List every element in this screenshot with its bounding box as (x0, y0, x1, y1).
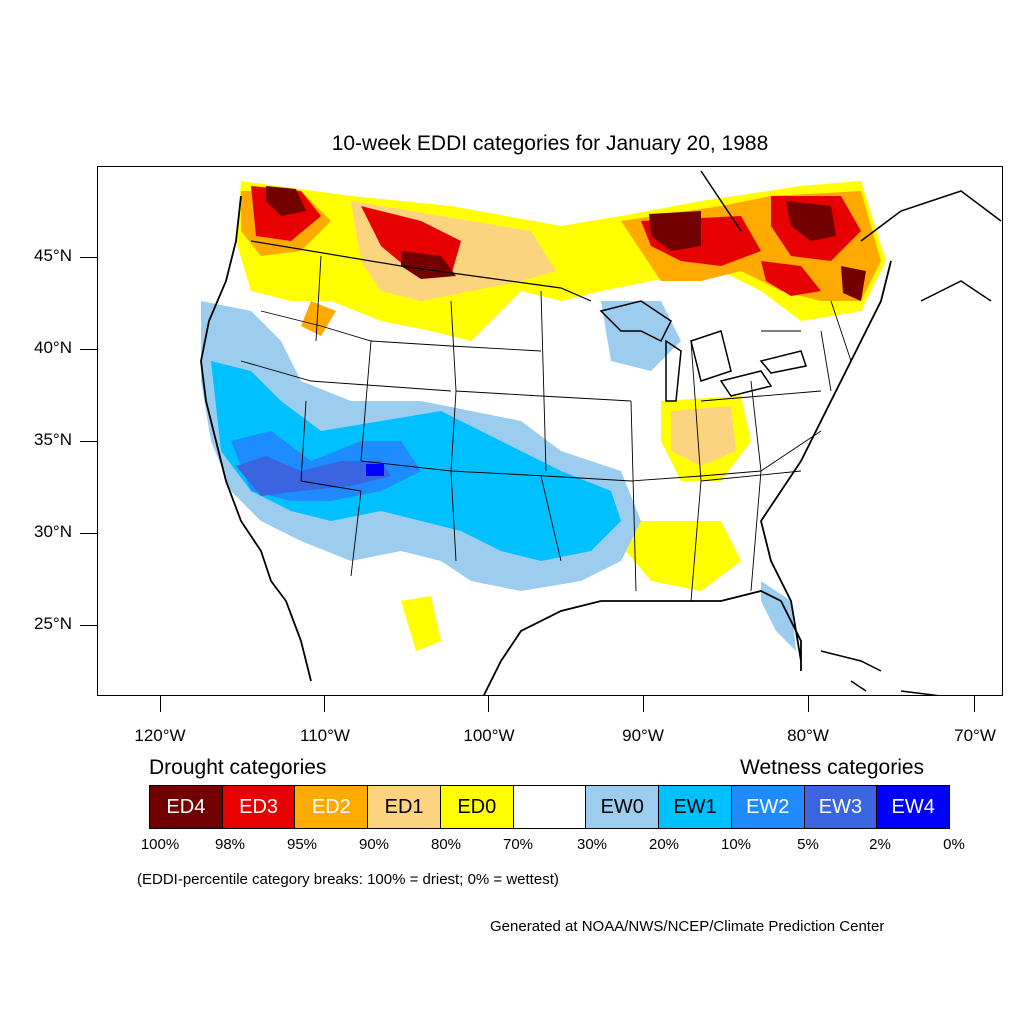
lon-tick (643, 696, 644, 712)
lat-tick (80, 257, 97, 258)
legend-box-normal (512, 785, 587, 829)
map-title: 10-week EDDI categories for January 20, … (331, 132, 769, 155)
legend-box-ed4: ED4 (149, 785, 223, 829)
lon-label-70: 70°W (954, 726, 996, 745)
legend-box-ew4: EW4 (876, 785, 951, 829)
legend-box-ed3: ED3 (221, 785, 296, 829)
percent-break-label: 100% (140, 836, 180, 853)
region-ed1-midwest (671, 406, 736, 466)
percent-break-label: 80% (430, 836, 462, 853)
percent-break-label: 0% (943, 836, 965, 853)
legend-box-ed2: ED2 (294, 785, 369, 829)
us-canada-border (250, 240, 592, 302)
percent-break-label: 30% (576, 836, 608, 853)
lat-tick (80, 441, 97, 442)
credit-line: Generated at NOAA/NWS/NCEP/Climate Predi… (490, 918, 885, 935)
map-panel (97, 166, 1003, 696)
lon-label-90: 90°W (622, 726, 664, 745)
percent-break-label: 20% (648, 836, 680, 853)
region-ew4 (366, 464, 384, 476)
lon-tick (160, 696, 161, 712)
category-note: (EDDI-percentile category breaks: 100% =… (137, 871, 559, 888)
region-ed3-north (251, 186, 861, 296)
percent-break-label: 95% (286, 836, 318, 853)
lon-label-80: 80°W (787, 726, 829, 745)
legend-color-bar: ED4 ED3 ED2 ED1 ED0 EW0 EW1 EW2 EW3 EW4 (149, 785, 951, 829)
percent-break-label: 5% (797, 836, 819, 853)
legend-box-ew1: EW1 (658, 785, 732, 829)
percent-break-label: 10% (720, 836, 752, 853)
coastline (200, 195, 892, 695)
lon-label-100: 100°W (463, 726, 515, 745)
lon-label-110: 110°W (300, 726, 350, 745)
percent-break-label: 98% (214, 836, 246, 853)
wetness-heading: Wetness categories (740, 756, 925, 779)
canada-coast (700, 170, 1002, 302)
region-ew1 (211, 361, 621, 561)
lat-label-30: 30°N (34, 522, 72, 541)
legend-box-ew3: EW3 (803, 785, 878, 829)
lat-tick (80, 533, 97, 534)
lon-tick (324, 696, 325, 712)
legend-box-ed1: ED1 (367, 785, 441, 829)
state-lines (240, 255, 852, 602)
legend-box-ew0: EW0 (585, 785, 660, 829)
eddi-map (196, 170, 1002, 695)
region-ew3 (236, 456, 391, 496)
lon-tick (974, 696, 975, 712)
legend-box-ed0: ED0 (439, 785, 514, 829)
percent-break-label: 2% (869, 836, 891, 853)
percent-break-label: 90% (358, 836, 390, 853)
lon-tick (808, 696, 809, 712)
lat-label-40: 40°N (34, 338, 72, 357)
legend-box-ew2: EW2 (730, 785, 805, 829)
drought-heading: Drought categories (149, 756, 327, 779)
lon-label-120: 120°W (134, 726, 186, 745)
lat-tick (80, 625, 97, 626)
lat-label-35: 35°N (34, 430, 72, 449)
lat-tick (80, 349, 97, 350)
region-ed4-north (266, 186, 866, 301)
great-lakes (599, 300, 807, 402)
lat-label-45: 45°N (34, 246, 72, 265)
lon-tick (488, 696, 489, 712)
lat-label-25: 25°N (34, 614, 72, 633)
percent-break-label: 70% (502, 836, 534, 853)
caribbean-islands (820, 650, 940, 695)
